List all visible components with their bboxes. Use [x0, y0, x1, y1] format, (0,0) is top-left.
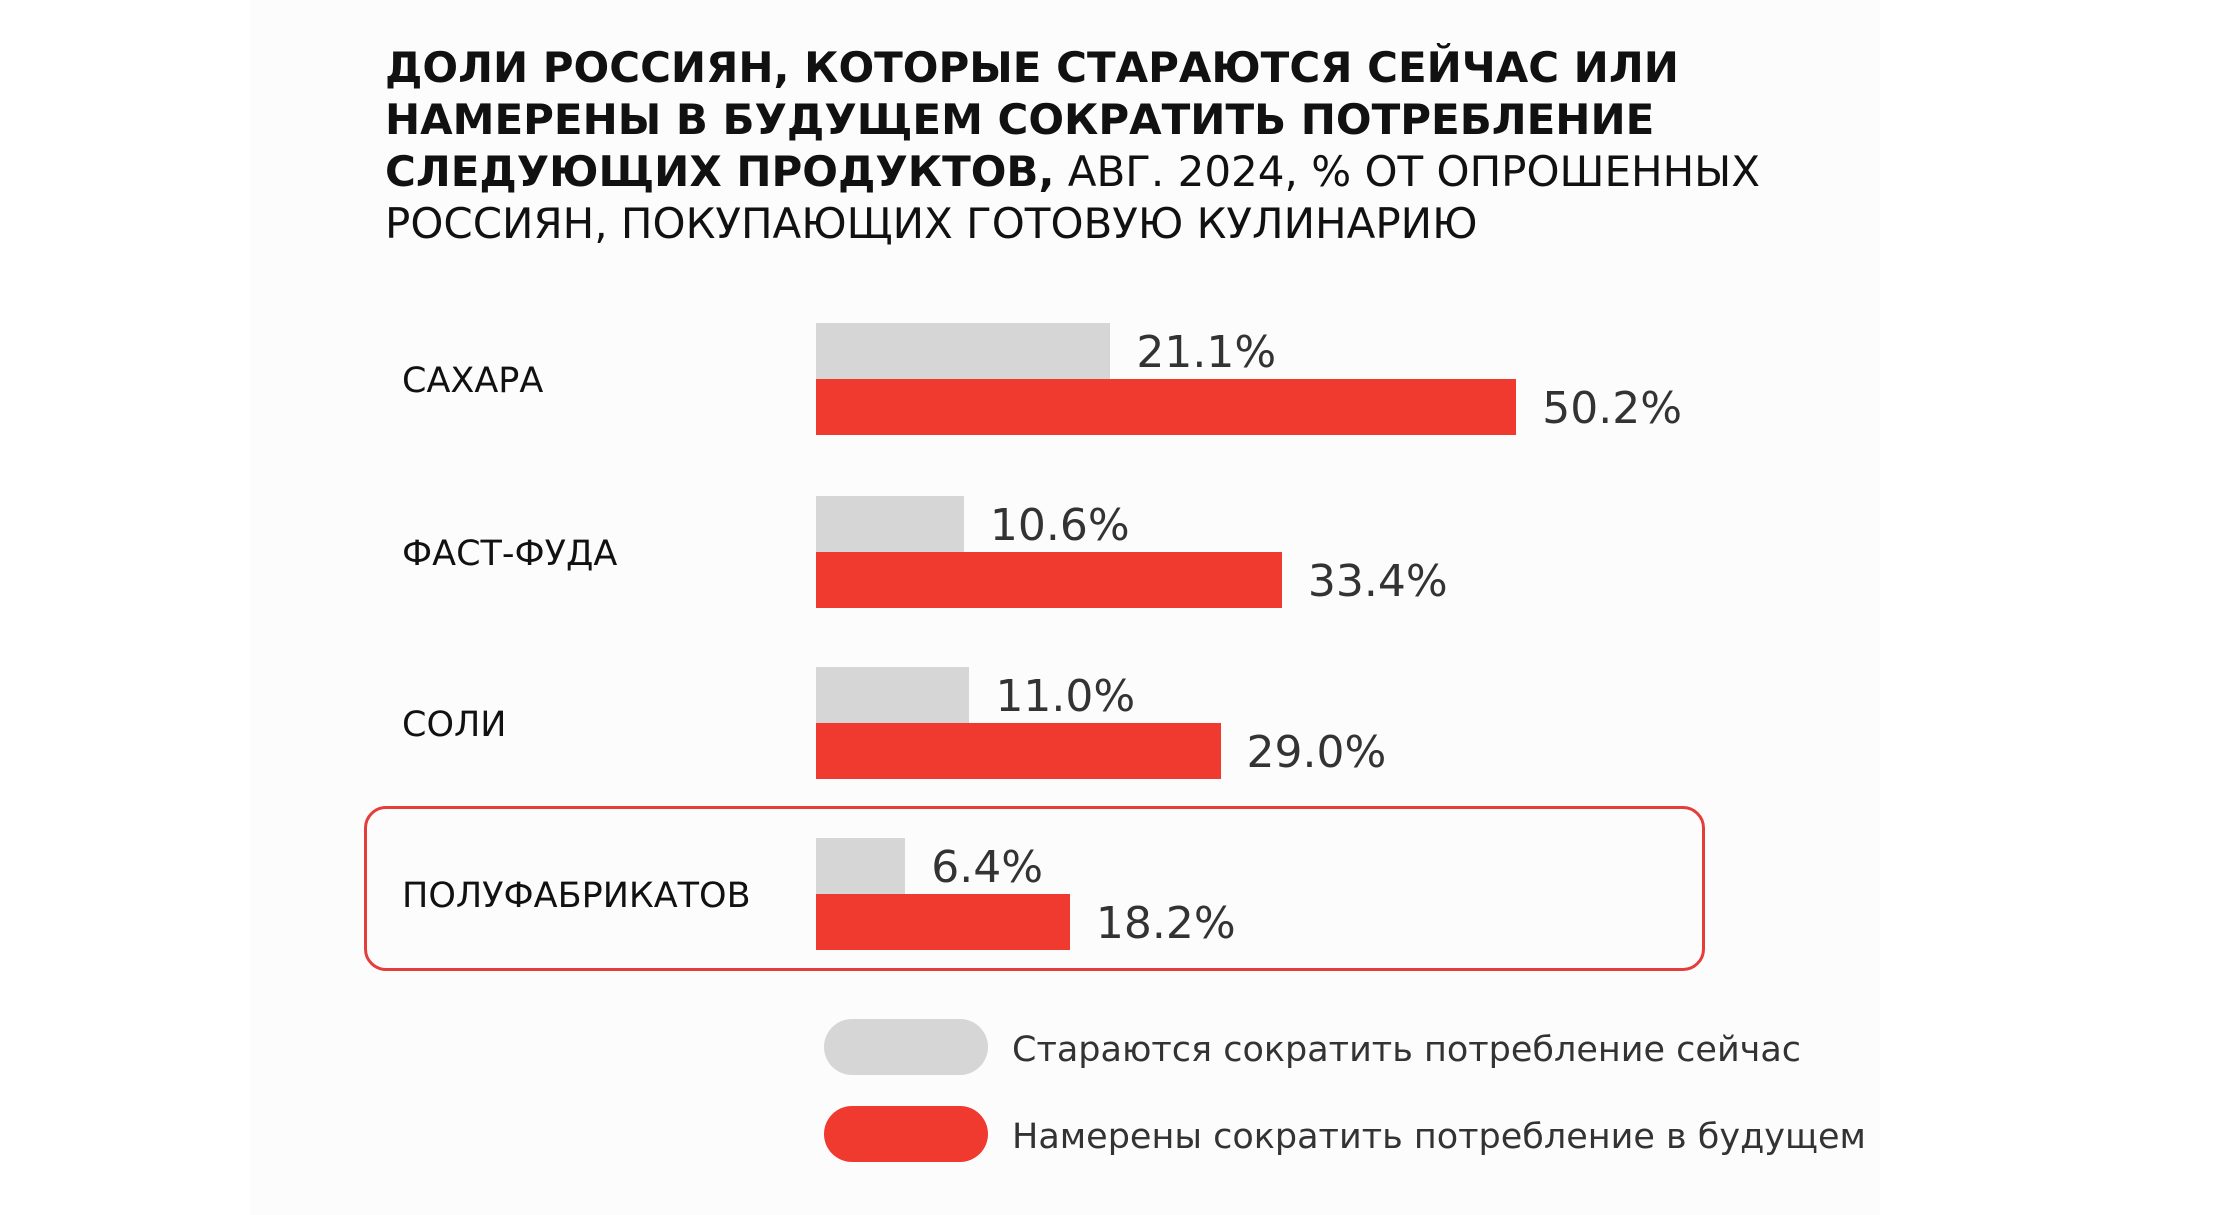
title-normal: АВГ. 2024, % ОТ ОПРОШЕННЫХ РОССИЯН, ПОКУ…: [385, 147, 1760, 248]
value-label-future: 50.2%: [1542, 383, 1683, 434]
value-label-now: 10.6%: [989, 500, 1130, 551]
legend-label-future: Намерены сократить потребление в будущем: [1012, 1117, 1866, 1157]
bar-future: [816, 552, 1282, 608]
bar-future: [816, 379, 1517, 435]
value-label-future: 18.2%: [1095, 898, 1236, 949]
category-label: СОЛИ: [402, 705, 507, 745]
bar-now: [816, 838, 906, 894]
value-label-now: 6.4%: [931, 842, 1044, 893]
legend-swatch-future: [824, 1106, 988, 1162]
value-label-future: 29.0%: [1246, 727, 1387, 778]
legend-swatch-now: [824, 1019, 988, 1075]
category-label: ПОЛУФАБРИКАТОВ: [402, 876, 751, 916]
bar-now: [816, 667, 970, 723]
bar-future: [816, 894, 1070, 950]
bar-now: [816, 496, 964, 552]
category-label: ФАСТ-ФУДА: [402, 534, 618, 574]
value-label-now: 11.0%: [995, 671, 1136, 722]
bar-future: [816, 723, 1221, 779]
highlight-box: [364, 806, 1705, 971]
value-label-now: 21.1%: [1136, 327, 1277, 378]
value-label-future: 33.4%: [1307, 556, 1448, 607]
bar-now: [816, 323, 1111, 379]
title-bold: ДОЛИ РОССИЯН, КОТОРЫЕ СТАРАЮТСЯ СЕЙЧАС И…: [385, 43, 1679, 196]
chart-title: ДОЛИ РОССИЯН, КОТОРЫЕ СТАРАЮТСЯ СЕЙЧАС И…: [385, 42, 1785, 250]
category-label: САХАРА: [402, 361, 544, 401]
legend-label-now: Стараются сократить потребление сейчас: [1012, 1030, 1802, 1070]
